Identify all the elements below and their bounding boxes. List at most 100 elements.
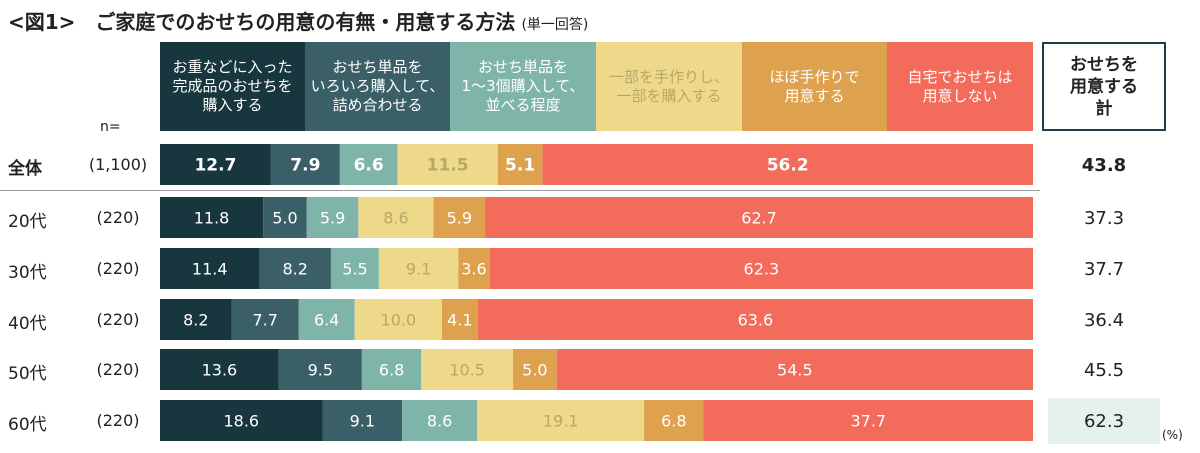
- bar-segment: [339, 144, 398, 185]
- bar-value-label: 6.8: [379, 361, 404, 380]
- bar-value-label: 56.2: [767, 156, 809, 176]
- bar-segment: [358, 197, 434, 238]
- chart-title: <図1> ご家庭でのおせちの用意の有無・用意する方法 (単一回答): [8, 10, 589, 34]
- bar-segment: [160, 299, 232, 340]
- bar-value-label: 9.1: [350, 412, 375, 431]
- bar-value-label: 5.5: [342, 260, 367, 279]
- bar-value-label: 10.0: [381, 311, 417, 330]
- bar-segment: [278, 349, 362, 390]
- legend-header-2: おせち単品を いろいろ購入して、 詰め合わせる: [305, 42, 450, 131]
- legend-header-6: 自宅でおせちは 用意しない: [887, 42, 1033, 131]
- bar-segment: [441, 299, 478, 340]
- bar-segment: [306, 197, 359, 238]
- bar-value-label: 5.9: [447, 209, 472, 228]
- bar-value-label: 54.5: [777, 361, 813, 380]
- bar-segment: [402, 400, 478, 441]
- bar-segment: [160, 197, 264, 238]
- bar-value-label: 8.6: [427, 412, 452, 431]
- bar-segment: [160, 400, 323, 441]
- bar-segment: [458, 248, 490, 289]
- bar-value-label: 8.2: [183, 311, 208, 330]
- bar-segment: [433, 197, 486, 238]
- legend-header-3: おせち単品を 1〜3個購入して、 並べる程度: [450, 42, 596, 131]
- bar-value-label: 7.9: [290, 156, 320, 176]
- row-label: 30代: [8, 263, 47, 283]
- bar-value-label: 11.4: [192, 260, 228, 279]
- legend-header-1: お重などに入った 完成品のおせちを 購入する: [160, 42, 305, 131]
- bar-value-label: 10.5: [449, 361, 485, 380]
- bar-segment: [160, 349, 279, 390]
- bar-value-label: 9.1: [406, 260, 431, 279]
- bar-segment: [703, 400, 1033, 441]
- bar-segment: [556, 349, 1033, 390]
- bar-segment: [270, 144, 340, 185]
- bar-value-label: 5.1: [505, 156, 535, 176]
- bar-segment: [513, 349, 557, 390]
- row-label: 全体: [8, 159, 42, 179]
- sample-size-header: n=: [100, 119, 121, 135]
- bar-segment: [542, 144, 1033, 185]
- row-label: 50代: [8, 364, 47, 384]
- bar-segment: [497, 144, 543, 185]
- total-separator-line: [0, 190, 1040, 191]
- row-sample-size: (220): [96, 208, 140, 227]
- bar-value-label: 5.0: [272, 209, 297, 228]
- row-label: 20代: [8, 212, 47, 232]
- bar-value-label: 62.3: [744, 260, 780, 279]
- legend-header-4: 一部を手作りし、 一部を購入する: [596, 42, 742, 131]
- bar-value-label: 11.5: [427, 156, 469, 176]
- row-label: 40代: [8, 314, 47, 334]
- bar-segment: [160, 248, 260, 289]
- bar-segment: [489, 248, 1033, 289]
- row-sample-size: (220): [96, 259, 140, 278]
- bar-value-label: 11.8: [194, 209, 230, 228]
- bar-value-label: 37.7: [850, 412, 886, 431]
- bar-value-label: 8.6: [383, 209, 408, 228]
- bar-value-label: 63.6: [738, 311, 774, 330]
- bar-segment: [477, 400, 645, 441]
- bar-value-label: 6.4: [314, 311, 339, 330]
- bar-segment: [397, 144, 498, 185]
- total-value: 45.5: [1083, 359, 1125, 381]
- bar-value-label: 4.1: [447, 311, 472, 330]
- bar-value-label: 9.5: [308, 361, 333, 380]
- bar-value-label: 3.6: [461, 260, 486, 279]
- total-value: 62.3: [1048, 398, 1160, 444]
- bar-segment: [263, 197, 307, 238]
- row-sample-size: (220): [96, 411, 140, 430]
- row-sample-size: (1,100): [88, 155, 148, 174]
- bar-segment: [322, 400, 403, 441]
- bar-segment: [160, 144, 271, 185]
- bar-value-label: 6.6: [354, 156, 384, 176]
- unit-label: (%): [1162, 428, 1183, 442]
- bar-value-label: 8.2: [282, 260, 307, 279]
- total-column-header: おせちを 用意する 計: [1042, 42, 1166, 131]
- bar-segment: [477, 299, 1033, 340]
- bar-value-label: 5.0: [522, 361, 547, 380]
- chart-subtitle: (単一回答): [521, 17, 589, 33]
- total-value: 43.8: [1081, 154, 1127, 176]
- bar-segment: [231, 299, 299, 340]
- row-sample-size: (220): [96, 360, 140, 379]
- bar-segment: [421, 349, 514, 390]
- total-value: 37.3: [1083, 207, 1125, 229]
- bar-value-label: 19.1: [543, 412, 579, 431]
- bar-value-label: 62.7: [741, 209, 777, 228]
- bar-segment: [259, 248, 331, 289]
- total-value: 37.7: [1083, 258, 1125, 280]
- bar-value-label: 13.6: [202, 361, 238, 380]
- bar-segment: [330, 248, 379, 289]
- bar-value-label: 7.7: [252, 311, 277, 330]
- bar-value-label: 6.8: [661, 412, 686, 431]
- bar-segment: [485, 197, 1034, 238]
- row-sample-size: (220): [96, 310, 140, 329]
- bar-value-label: 5.9: [320, 209, 345, 228]
- bar-value-label: 18.6: [223, 412, 259, 431]
- bar-segment: [354, 299, 442, 340]
- total-value: 36.4: [1083, 309, 1125, 331]
- bar-segment: [644, 400, 704, 441]
- bar-segment: [298, 299, 355, 340]
- bar-value-label: 12.7: [194, 156, 236, 176]
- legend-header-5: ほぼ手作りで 用意する: [742, 42, 887, 131]
